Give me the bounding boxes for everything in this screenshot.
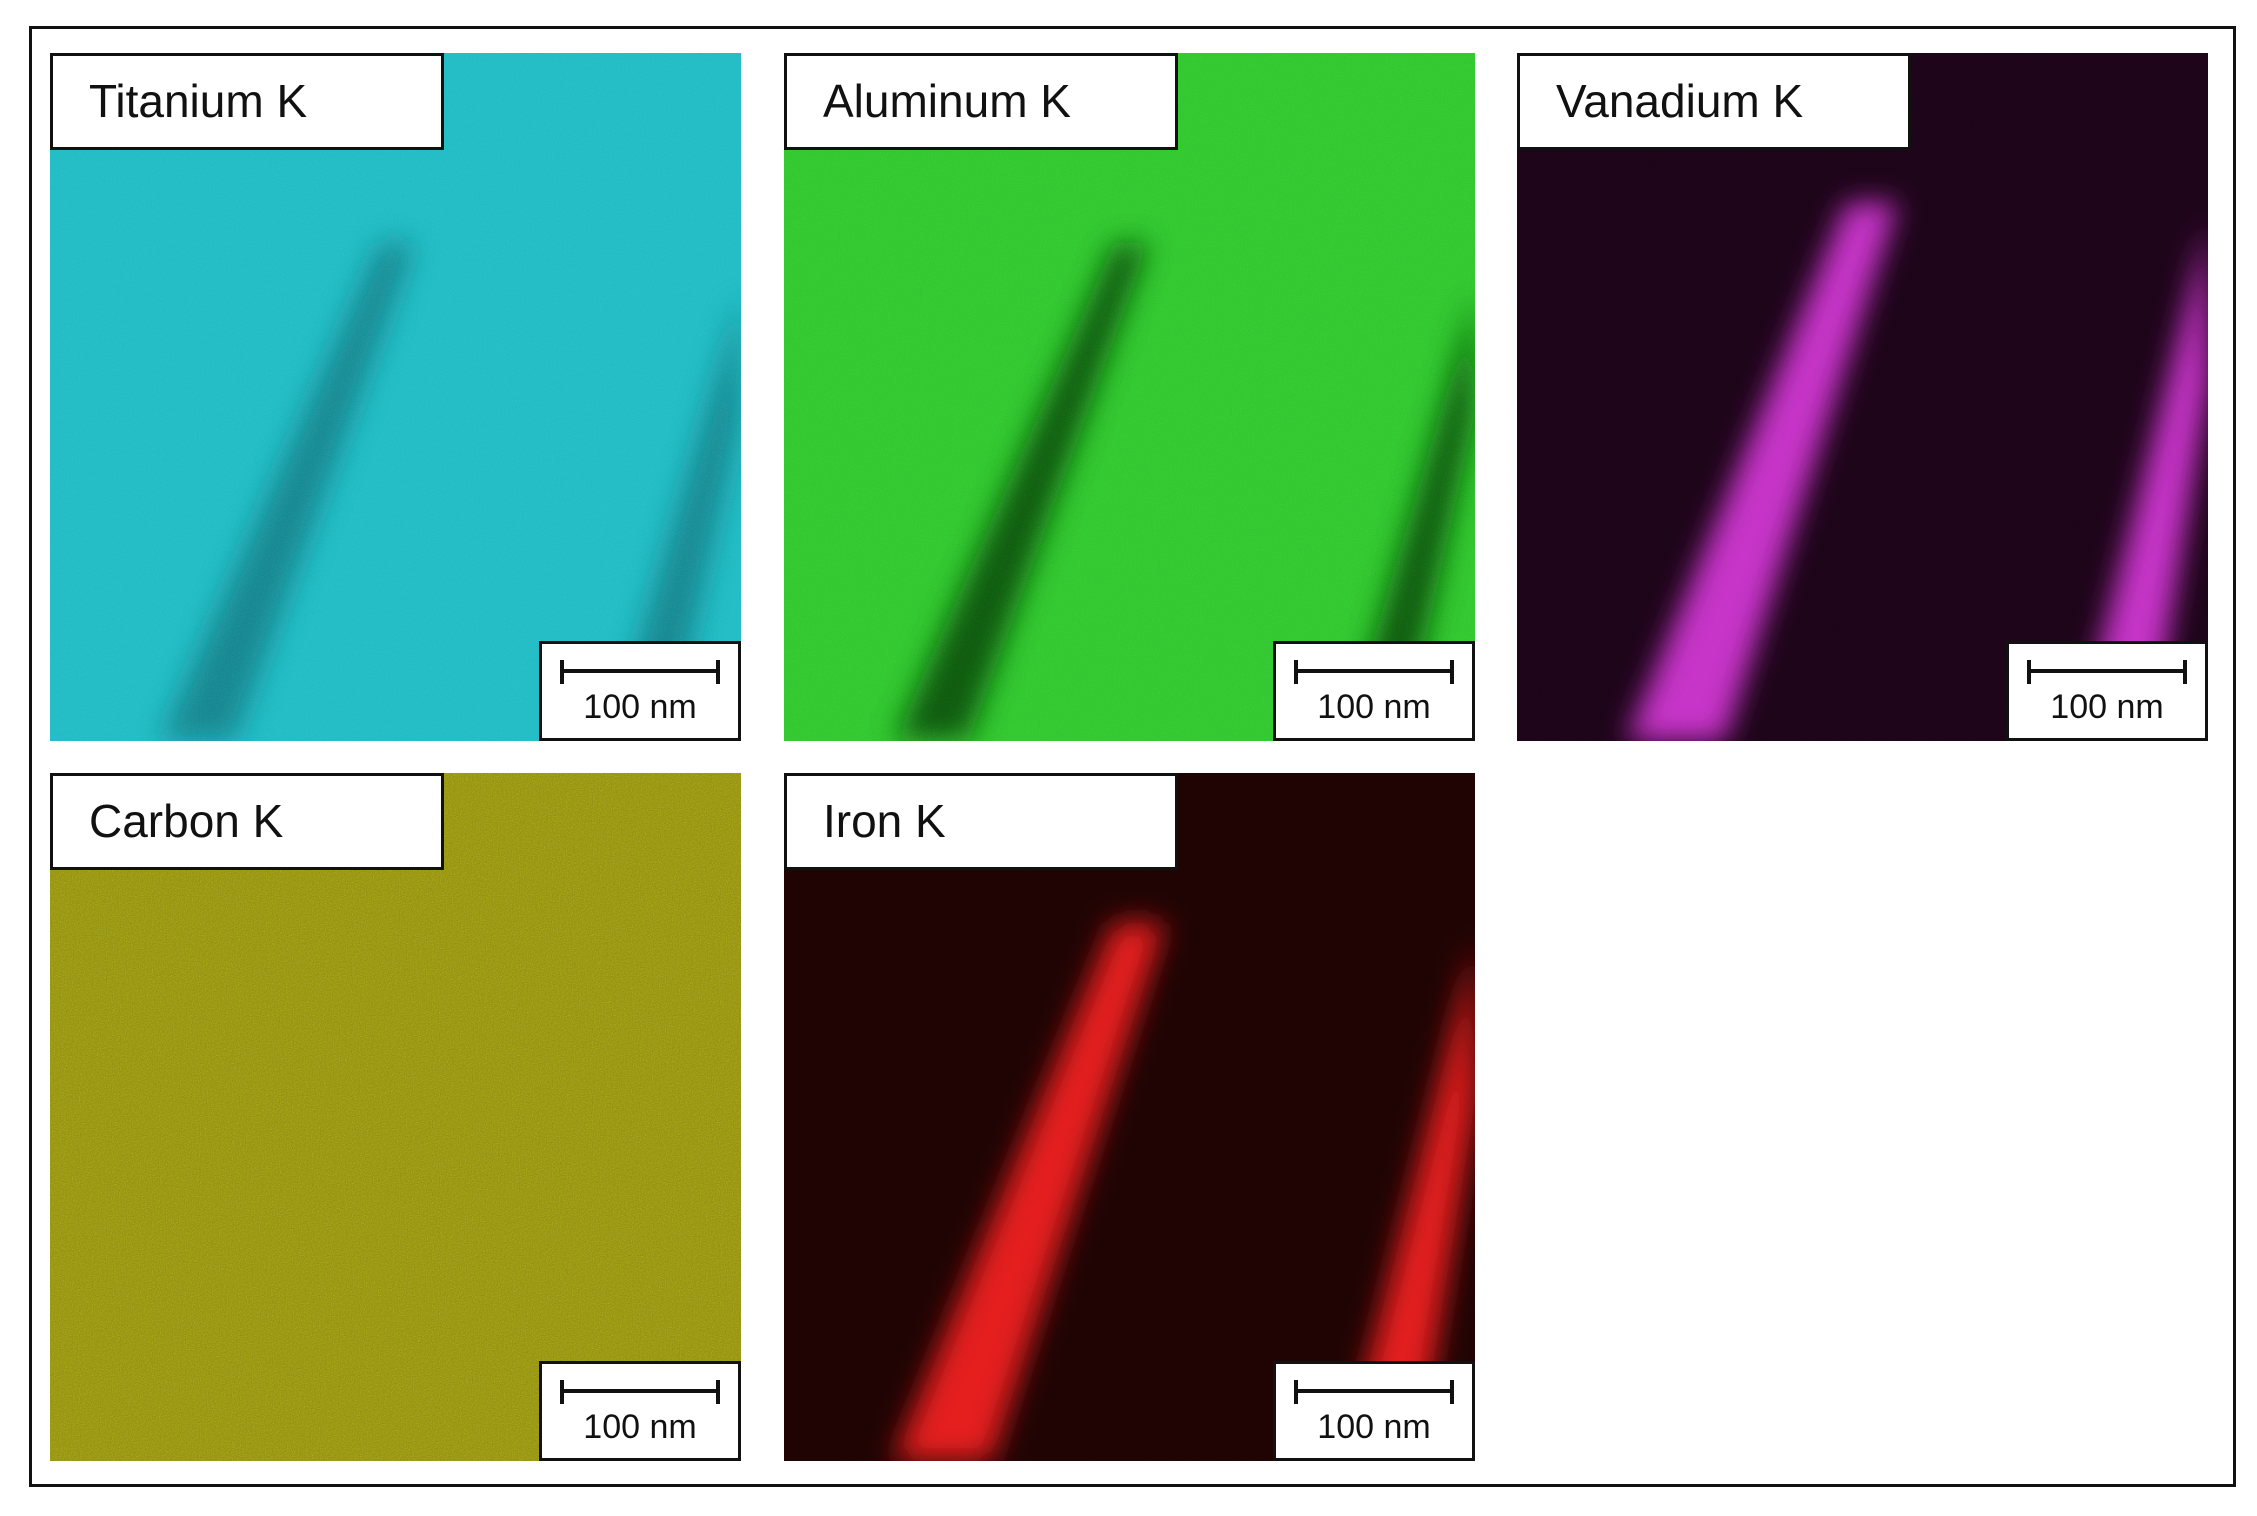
map-image [784, 53, 1475, 741]
element-map: Iron K 100 nm [784, 773, 1475, 1461]
map-label: Titanium K [50, 53, 444, 150]
scale-bar-box: 100 nm [1273, 1361, 1475, 1461]
scale-bar [2027, 660, 2187, 684]
scale-bar-label: 100 nm [1317, 1408, 1431, 1446]
figure-frame [29, 26, 2236, 1487]
scale-bar-box: 100 nm [1273, 641, 1475, 741]
map-image [50, 53, 741, 741]
scale-bar-label: 100 nm [2050, 688, 2164, 726]
scale-bar-box: 100 nm [539, 1361, 741, 1461]
map-label-text: Iron K [823, 795, 946, 847]
map-label-text: Aluminum K [823, 75, 1071, 127]
map-label-text: Carbon K [89, 795, 284, 847]
scale-bar-label: 100 nm [583, 1408, 697, 1446]
scale-bar-label: 100 nm [583, 688, 697, 726]
map-label-text: Vanadium K [1556, 75, 1804, 127]
scale-bar-label: 100 nm [1317, 688, 1431, 726]
element-map: Carbon K 100 nm [50, 773, 741, 1461]
map-label: Iron K [784, 773, 1178, 870]
map-label: Vanadium K [1517, 53, 1911, 150]
map-image [1517, 53, 2208, 741]
map-image [784, 773, 1475, 1461]
element-map: Titanium K 100 nm [50, 53, 741, 741]
element-map: Vanadium K 100 nm [1517, 53, 2208, 741]
element-map: Aluminum K 100 nm [784, 53, 1475, 741]
scale-bar [560, 660, 720, 684]
scale-bar [1294, 1380, 1454, 1404]
scale-bar [1294, 660, 1454, 684]
scale-bar [560, 1380, 720, 1404]
map-image [50, 773, 741, 1461]
map-label: Aluminum K [784, 53, 1178, 150]
map-label-text: Titanium K [89, 75, 308, 127]
scale-bar-box: 100 nm [539, 641, 741, 741]
map-label: Carbon K [50, 773, 444, 870]
scale-bar-box: 100 nm [2006, 641, 2208, 741]
